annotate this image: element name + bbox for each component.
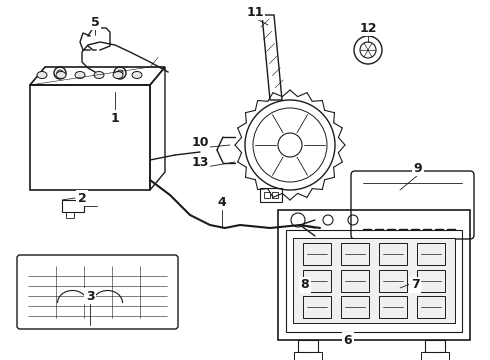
Bar bbox=[341, 270, 369, 292]
Bar bbox=[421, 352, 449, 360]
Ellipse shape bbox=[94, 72, 104, 78]
Bar bbox=[286, 230, 462, 332]
Text: 6: 6 bbox=[343, 333, 352, 346]
Text: 3: 3 bbox=[86, 289, 94, 302]
Text: 2: 2 bbox=[77, 192, 86, 204]
Bar bbox=[417, 296, 445, 318]
Bar bbox=[341, 296, 369, 318]
Text: 13: 13 bbox=[191, 156, 209, 168]
Bar bbox=[278, 210, 470, 340]
Bar bbox=[425, 340, 445, 352]
Ellipse shape bbox=[75, 72, 85, 78]
Bar bbox=[66, 212, 74, 218]
Bar bbox=[298, 340, 318, 352]
Text: 9: 9 bbox=[414, 162, 422, 175]
Bar bbox=[272, 192, 278, 198]
Bar bbox=[303, 270, 331, 292]
Text: 8: 8 bbox=[301, 279, 309, 292]
Text: 11: 11 bbox=[246, 5, 264, 18]
Ellipse shape bbox=[37, 72, 47, 78]
Text: 12: 12 bbox=[359, 22, 377, 35]
Bar bbox=[303, 296, 331, 318]
Text: 4: 4 bbox=[218, 195, 226, 208]
Bar bbox=[30, 85, 150, 190]
Bar bbox=[294, 352, 322, 360]
Text: 1: 1 bbox=[111, 112, 120, 125]
Bar bbox=[379, 270, 407, 292]
Ellipse shape bbox=[56, 72, 66, 78]
Bar bbox=[303, 243, 331, 265]
Bar bbox=[62, 200, 84, 212]
Bar bbox=[260, 188, 282, 202]
Text: 10: 10 bbox=[191, 135, 209, 149]
Bar bbox=[341, 243, 369, 265]
Bar bbox=[417, 243, 445, 265]
Ellipse shape bbox=[113, 72, 123, 78]
Bar bbox=[379, 243, 407, 265]
Ellipse shape bbox=[132, 72, 142, 78]
Bar bbox=[417, 270, 445, 292]
Bar bbox=[264, 192, 270, 198]
Bar bbox=[293, 238, 455, 323]
Text: 7: 7 bbox=[411, 279, 419, 292]
Bar bbox=[379, 296, 407, 318]
Text: 5: 5 bbox=[91, 15, 99, 28]
